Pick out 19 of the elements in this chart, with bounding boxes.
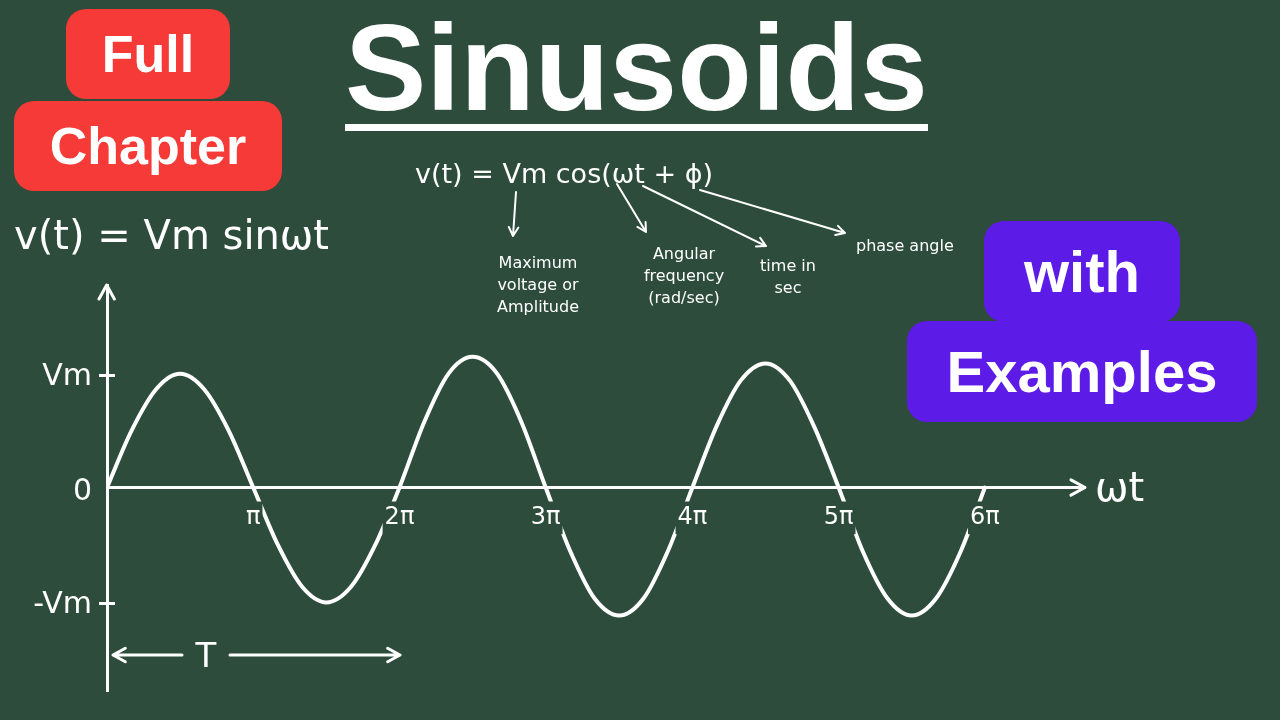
text: Vm xyxy=(41,356,92,394)
text: 0 xyxy=(71,471,92,509)
chart-title: Sinusoids xyxy=(345,0,928,138)
x-tick-label: π xyxy=(246,502,261,531)
text: Angular frequency (rad/sec) xyxy=(642,243,726,309)
x-tick-label: 4π xyxy=(677,502,708,531)
text: phase angle xyxy=(856,236,954,255)
x-tick-label: 2π xyxy=(384,502,415,531)
text: Maximum voltage or Amplitude xyxy=(496,252,580,318)
text: time in sec xyxy=(759,255,817,299)
text: T xyxy=(194,634,218,676)
x-tick-label: 5π xyxy=(823,502,854,531)
text: Full Chapter xyxy=(13,9,283,191)
x-tick-label: 3π xyxy=(530,502,561,531)
text: -Vm xyxy=(32,584,92,622)
x-axis-title: ωt xyxy=(1095,464,1145,510)
text: v(t) = Vm cos(ωt + ϕ) xyxy=(415,158,714,189)
x-tick-label: 6π xyxy=(970,502,1000,531)
y-axis-title: v(t) = Vm sinωt xyxy=(14,212,330,258)
